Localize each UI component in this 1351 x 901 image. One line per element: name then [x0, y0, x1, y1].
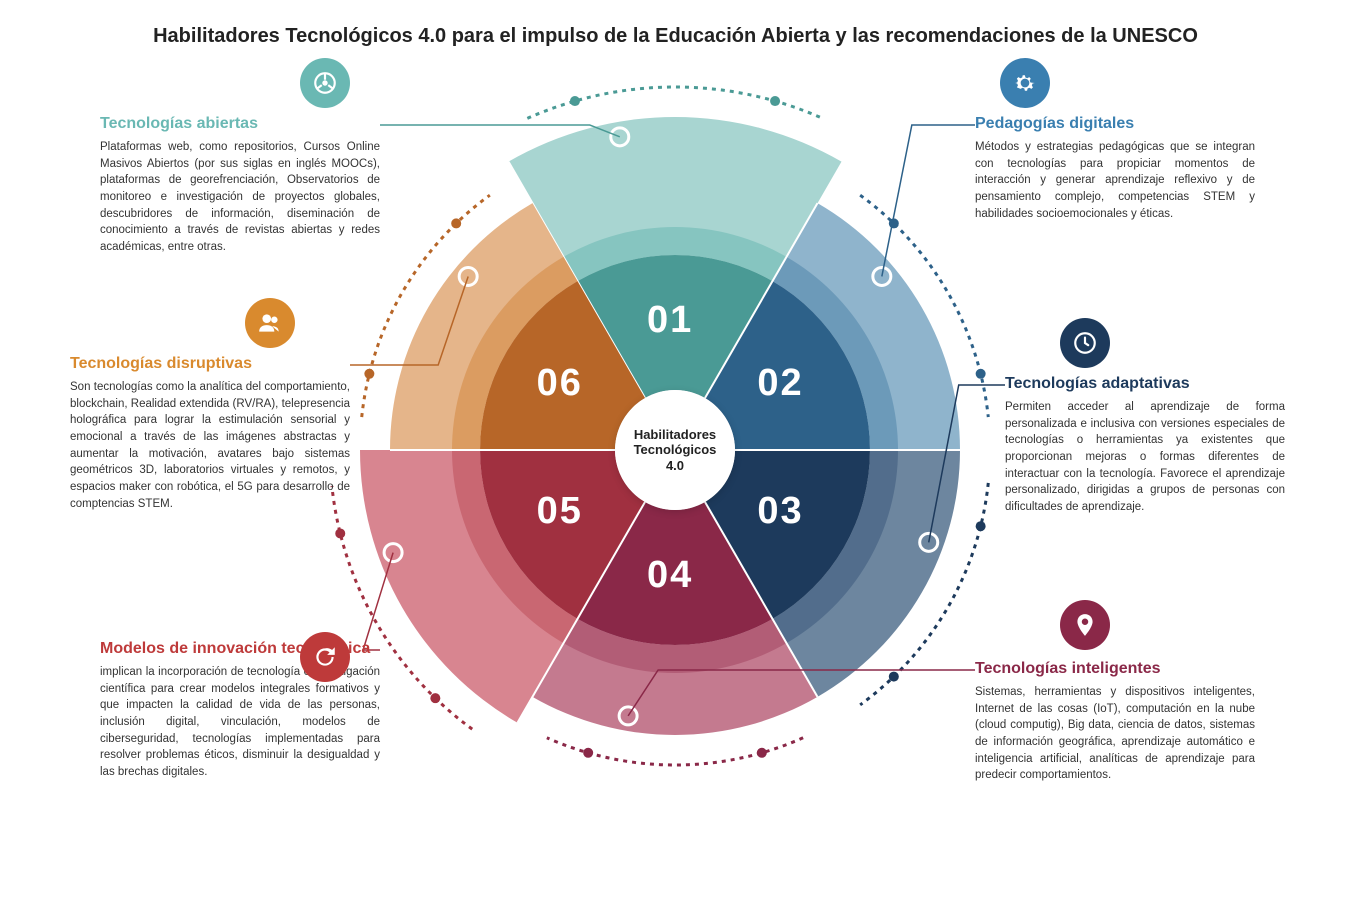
page-title: Habilitadores Tecnológicos 4.0 para el i… — [0, 0, 1351, 48]
segment-desc-4: Sistemas, herramientas y dispositivos in… — [975, 684, 1255, 784]
users-icon — [245, 298, 295, 348]
segment-title-4: Tecnologías inteligentes — [975, 660, 1255, 678]
segment-desc-6: Son tecnologías como la analítica del co… — [70, 379, 350, 512]
segment-block-4: Tecnologías inteligentes Sistemas, herram… — [975, 660, 1255, 784]
segment-number-1: 01 — [647, 299, 693, 342]
segment-title-1: Tecnologías abiertas — [100, 115, 380, 133]
segment-desc-1: Plataformas web, como repositorios, Curs… — [100, 139, 380, 256]
segment-block-1: Tecnologías abiertas Plataformas web, com… — [100, 115, 380, 256]
segment-block-2: Pedagogías digitales Métodos y estrategia… — [975, 115, 1255, 222]
center-line1: Habilitadores — [634, 427, 716, 443]
center-line3: 4.0 — [666, 458, 684, 474]
steering-icon — [300, 58, 350, 108]
segment-block-6: Tecnologías disruptivas Son tecnologías c… — [70, 355, 350, 512]
segment-number-4: 04 — [647, 554, 693, 597]
segment-number-2: 02 — [757, 362, 803, 405]
segment-desc-3: Permiten acceder al aprendizaje de forma… — [1005, 399, 1285, 516]
segment-title-6: Tecnologías disruptivas — [70, 355, 350, 373]
segment-number-6: 06 — [537, 362, 583, 405]
gear-icon — [1000, 58, 1050, 108]
segment-number-5: 05 — [537, 490, 583, 533]
segment-title-2: Pedagogías digitales — [975, 115, 1255, 133]
clock-icon — [1060, 318, 1110, 368]
segment-block-3: Tecnologías adaptativas Permiten acceder … — [1005, 375, 1285, 516]
center-hub: Habilitadores Tecnológicos 4.0 — [615, 390, 735, 510]
pin-icon — [1060, 600, 1110, 650]
refresh-icon — [300, 632, 350, 682]
segment-title-3: Tecnologías adaptativas — [1005, 375, 1285, 393]
segment-number-3: 03 — [757, 490, 803, 533]
segment-desc-2: Métodos y estrategias pedagógicas que se… — [975, 139, 1255, 222]
center-line2: Tecnológicos — [634, 442, 717, 458]
segment-desc-5: implican la incorporación de tecnología … — [100, 664, 380, 781]
